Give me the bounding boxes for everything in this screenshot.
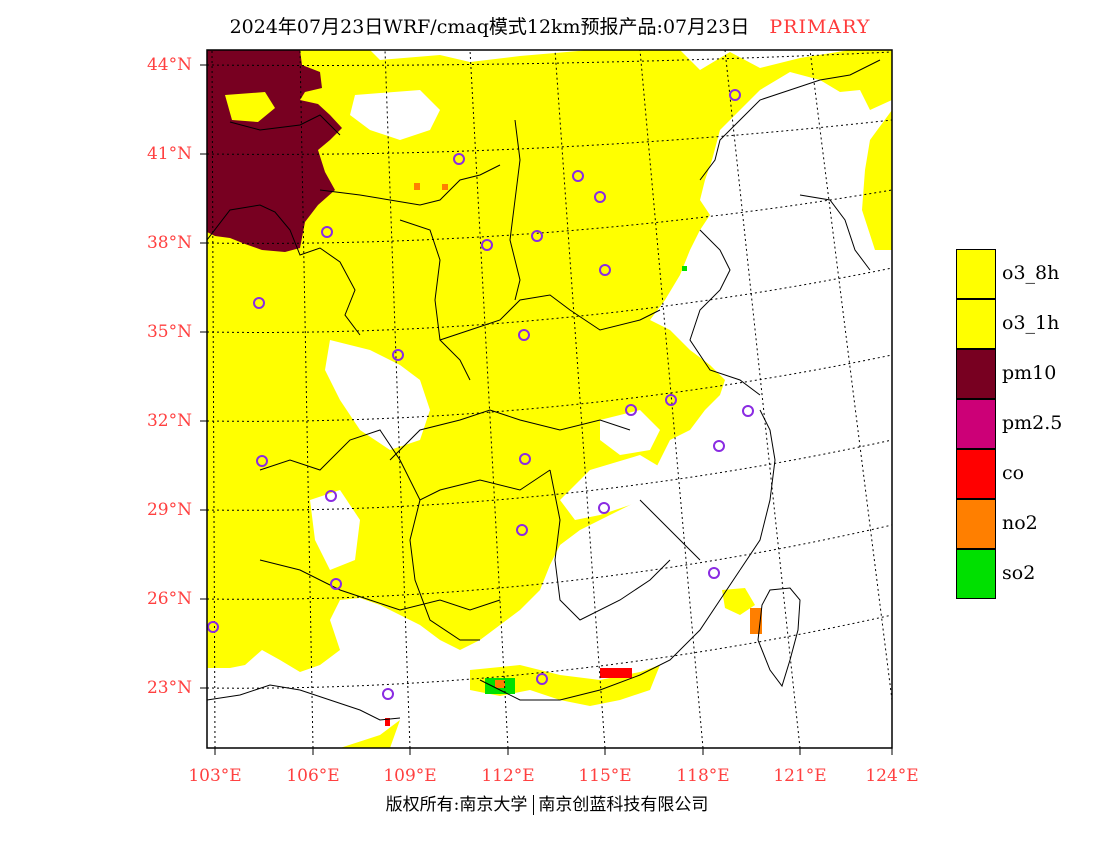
lat-label-35: 35°N: [146, 322, 192, 342]
lon-label-106: 106°E: [286, 766, 340, 786]
primary-tag: PRIMARY: [769, 16, 871, 38]
legend-label: o3_1h: [1002, 312, 1060, 334]
lat-label-32: 32°N: [146, 411, 192, 431]
legend-swatch: [956, 449, 996, 499]
copyright-footer: 版权所有:南京大学 南京创蓝科技有限公司: [0, 790, 1100, 815]
station-markers: [207, 89, 754, 700]
legend-swatch: [956, 349, 996, 399]
o3-region-south-tip: [340, 720, 400, 748]
o3-region-taiwan-strait: [722, 588, 755, 615]
lat-label-41: 41°N: [146, 144, 192, 164]
lon-label-118: 118°E: [676, 766, 730, 786]
map-title: 2024年07月23日WRF/cmaq模式12km预报产品:07月23日 PRI…: [0, 12, 1100, 39]
legend-label: pm10: [1002, 362, 1057, 384]
lon-label-121: 121°E: [773, 766, 827, 786]
legend-label: pm2.5: [1002, 412, 1063, 434]
legend-label: co: [1002, 462, 1025, 484]
lat-label-44: 44°N: [146, 55, 192, 75]
legend-swatch: [956, 549, 996, 599]
copyright-right: 南京创蓝科技有限公司: [533, 795, 709, 815]
legend-label: no2: [1002, 512, 1038, 534]
legend-swatch: [956, 249, 996, 299]
lat-label-38: 38°N: [146, 233, 192, 253]
o3-region: [207, 50, 892, 672]
lat-label-23: 23°N: [146, 678, 192, 698]
lon-label-124: 124°E: [865, 766, 919, 786]
legend-swatch: [956, 399, 996, 449]
o3-region-coast-ne: [862, 110, 892, 250]
copyright-left: 版权所有:南京大学: [385, 795, 528, 815]
lat-label-29: 29°N: [146, 500, 192, 520]
legend-swatch: [956, 499, 996, 549]
title-text: 2024年07月23日WRF/cmaq模式12km预报产品:07月23日: [229, 16, 750, 38]
lon-label-115: 115°E: [578, 766, 632, 786]
legend-label: o3_8h: [1002, 262, 1060, 284]
legend-label: so2: [1002, 562, 1036, 584]
legend-swatch: [956, 299, 996, 349]
lat-label-26: 26°N: [146, 589, 192, 609]
lon-label-109: 109°E: [383, 766, 437, 786]
lon-label-112: 112°E: [481, 766, 535, 786]
co-patch: [600, 668, 632, 678]
lon-label-103: 103°E: [188, 766, 242, 786]
